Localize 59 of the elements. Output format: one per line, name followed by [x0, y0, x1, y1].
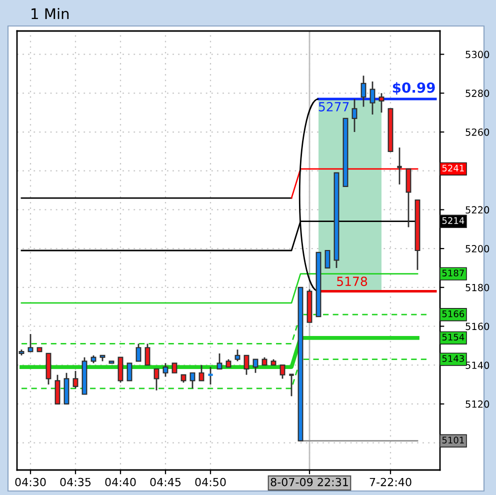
- candlestick: [244, 354, 250, 376]
- candlestick: [388, 108, 394, 152]
- candlestick: [234, 348, 240, 362]
- annotation: 5214: [442, 217, 464, 224]
- y-tick-label: 5260: [466, 128, 490, 136]
- candlestick: [316, 252, 322, 318]
- candlestick: [72, 370, 78, 390]
- annotation: 5178: [337, 276, 368, 286]
- candlestick: [280, 364, 286, 380]
- candlestick: [207, 366, 214, 386]
- x-tick-label: 04:40: [105, 478, 136, 486]
- annotation: 5154: [442, 334, 464, 341]
- x-tick-label: 04:45: [150, 478, 181, 486]
- candlestick: [406, 168, 412, 228]
- y-tick-label: 5280: [466, 90, 490, 97]
- candlestick: [190, 372, 196, 390]
- candlestick: [54, 374, 60, 405]
- candlestick: [298, 286, 304, 442]
- candlestick: [28, 333, 34, 352]
- candlestick: [342, 118, 348, 187]
- candlestick: [162, 362, 168, 378]
- annotation: 5187: [442, 270, 464, 276]
- candlestick: [216, 352, 222, 370]
- candlestick: [136, 343, 142, 362]
- y-tick-label: 5300: [466, 50, 490, 58]
- annotation: $0.99: [392, 82, 435, 95]
- candlestick: [172, 362, 178, 374]
- y-tick-label: 5160: [466, 322, 490, 330]
- candlestick: [288, 374, 295, 397]
- candlestick: [370, 80, 376, 116]
- candlestick: [144, 343, 150, 366]
- candlestick: [360, 74, 366, 108]
- candlestick: [108, 360, 114, 364]
- candlestick: [324, 250, 330, 269]
- candlestick: [126, 362, 132, 382]
- y-tick-label: 5180: [466, 284, 490, 292]
- annotation: 5101: [442, 436, 464, 444]
- annotation: 5166: [442, 310, 464, 318]
- x-tick-label: 7-22:40: [370, 478, 412, 486]
- annotation: 5241: [442, 164, 464, 172]
- y-tick-label: 5140: [466, 362, 490, 369]
- candlestick: [154, 368, 160, 392]
- annotation: 5277: [318, 102, 349, 112]
- x-tick-label: 04:30: [15, 478, 46, 486]
- y-tick-label: 5200: [466, 245, 490, 252]
- y-tick-label: 5220: [466, 206, 490, 214]
- annotation: 5143: [442, 355, 464, 362]
- y-tick-label: 5120: [466, 400, 490, 408]
- candlestick: [352, 98, 358, 133]
- chart-title: 1 Min: [32, 8, 69, 20]
- candlestick: [252, 358, 258, 374]
- candlestick: [378, 92, 384, 114]
- candlestick: [36, 347, 42, 352]
- candlestick: [118, 356, 124, 384]
- x-tick-label: 04:50: [195, 478, 226, 486]
- candlestick: [198, 364, 204, 382]
- x-tick-label: 8-07-09 22:31: [270, 478, 348, 486]
- candlestick: [396, 146, 403, 186]
- x-tick-label: 04:35: [60, 478, 91, 486]
